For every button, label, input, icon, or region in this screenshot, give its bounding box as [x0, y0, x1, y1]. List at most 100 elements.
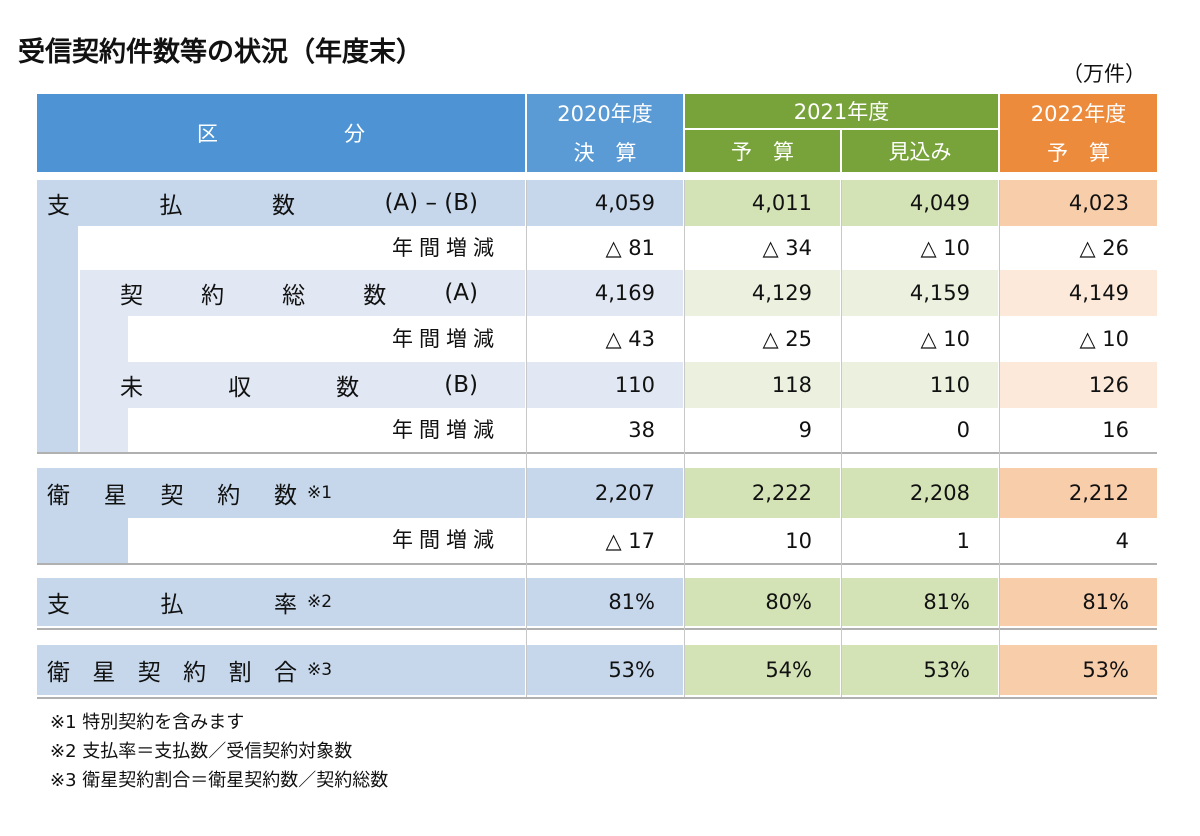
value-cell: 2,208 — [842, 468, 998, 518]
row-divider — [37, 697, 1157, 699]
label-part: 数 — [271, 193, 295, 219]
label-part: (A) – (B) — [384, 190, 478, 216]
label-part: 契 — [137, 660, 161, 686]
header-2022 — [1000, 94, 1157, 172]
label-cell — [130, 520, 525, 561]
label-cell — [80, 270, 525, 316]
value-cell: △ 81 — [527, 228, 683, 268]
value-cell: 4,149 — [1000, 270, 1157, 316]
label-part: 星 — [92, 660, 116, 686]
note-mark: ※1 — [307, 483, 333, 503]
note-mark: ※3 — [307, 660, 333, 680]
row-label: 年間増減 — [392, 236, 500, 260]
value-cell: △ 43 — [527, 318, 683, 360]
label-part: 総 — [282, 283, 306, 309]
row-label: 年間増減 — [392, 327, 500, 351]
value-cell: △ 10 — [1000, 318, 1157, 360]
header-2022-year: 2022年度 — [1030, 102, 1127, 126]
column-divider — [684, 180, 685, 697]
label-part: 数 — [336, 375, 360, 401]
value-cell: 4,129 — [685, 270, 840, 316]
value-cell: 1 — [842, 520, 998, 561]
label-part: 約 — [201, 283, 225, 309]
row-label: 衛星契約割合 — [47, 645, 297, 695]
label-part: 約 — [183, 660, 207, 686]
label-part: 割 — [228, 660, 252, 686]
label-cell — [37, 578, 525, 626]
value-cell: 53% — [527, 645, 683, 695]
header-2021-sub: 予 算 — [685, 130, 840, 172]
row-label: 年間増減 — [392, 418, 500, 442]
label-part: 約 — [217, 483, 241, 509]
label-part: 払 — [159, 193, 183, 219]
column-divider — [526, 180, 527, 697]
footnote: ※1 特別契約を含みます — [50, 712, 245, 733]
label-part: (A) — [444, 280, 478, 306]
label-part: 星 — [103, 483, 127, 509]
label-part: 率 — [274, 592, 297, 618]
title: 受信契約件数等の状況（年度末） — [18, 37, 423, 68]
value-cell: 2,207 — [527, 468, 683, 518]
label-part: 合 — [273, 660, 297, 686]
value-cell: 126 — [1000, 362, 1157, 408]
value-cell: 2,222 — [685, 468, 840, 518]
value-cell: 4,059 — [527, 180, 683, 226]
value-cell: 4,159 — [842, 270, 998, 316]
label-part: 未 — [120, 375, 143, 401]
value-cell: 16 — [1000, 410, 1157, 450]
value-cell: 54% — [685, 645, 840, 695]
label-cell — [80, 362, 525, 408]
value-cell: △ 10 — [842, 228, 998, 268]
label-cell — [130, 410, 525, 450]
value-cell: △ 26 — [1000, 228, 1157, 268]
value-cell: 110 — [842, 362, 998, 408]
value-cell: 4,049 — [842, 180, 998, 226]
label-part: 数 — [363, 283, 387, 309]
row-label: 衛星契約数 — [47, 468, 297, 518]
label-part: 数 — [274, 483, 297, 509]
label-cell — [130, 318, 525, 360]
value-cell: 53% — [1000, 645, 1157, 695]
row-label: 年間増減 — [392, 528, 500, 552]
value-cell: 80% — [685, 578, 840, 626]
row-divider — [37, 452, 1157, 454]
footnote: ※3 衛星契約割合＝衛星契約数／契約総数 — [50, 770, 389, 791]
value-cell: 0 — [842, 410, 998, 450]
header-2020 — [527, 94, 683, 172]
footnote: ※2 支払率＝支払数／受信契約対象数 — [50, 741, 353, 762]
header-category: 区 分 — [37, 94, 525, 172]
row-divider — [37, 563, 1157, 565]
value-cell: △ 17 — [527, 520, 683, 561]
value-cell: 81% — [1000, 578, 1157, 626]
label-cell — [80, 228, 525, 268]
label-cell — [37, 180, 525, 226]
label-part: 収 — [228, 375, 252, 401]
row-label: 支 払 数 (A) – (B) — [47, 180, 478, 226]
value-cell: 110 — [527, 362, 683, 408]
value-cell: 118 — [685, 362, 840, 408]
label-cell — [37, 645, 525, 695]
value-cell: 9 — [685, 410, 840, 450]
value-cell: 81% — [842, 578, 998, 626]
column-divider — [841, 180, 842, 697]
value-cell: 4,169 — [527, 270, 683, 316]
header-2022-sub: 予 算 — [1047, 141, 1110, 165]
value-cell: 4,023 — [1000, 180, 1157, 226]
label-part: 支 — [47, 592, 70, 618]
row-label: 契 約 総 数 (A) — [120, 270, 478, 316]
row-divider — [37, 628, 1157, 630]
header-2021-sub: 見込み — [842, 130, 998, 172]
header-2020-sub: 決 算 — [573, 141, 637, 165]
label-cell — [37, 468, 525, 518]
value-cell: 81% — [527, 578, 683, 626]
label-part: (B) — [444, 372, 478, 398]
value-cell: 2,212 — [1000, 468, 1157, 518]
value-cell: 4 — [1000, 520, 1157, 561]
label-part: 払 — [160, 592, 184, 618]
label-part: 衛 — [47, 660, 70, 686]
value-cell: 4,011 — [685, 180, 840, 226]
row-label: 未 収 数 (B) — [120, 362, 478, 408]
header-2020-year: 2020年度 — [557, 102, 653, 126]
value-cell: 53% — [842, 645, 998, 695]
